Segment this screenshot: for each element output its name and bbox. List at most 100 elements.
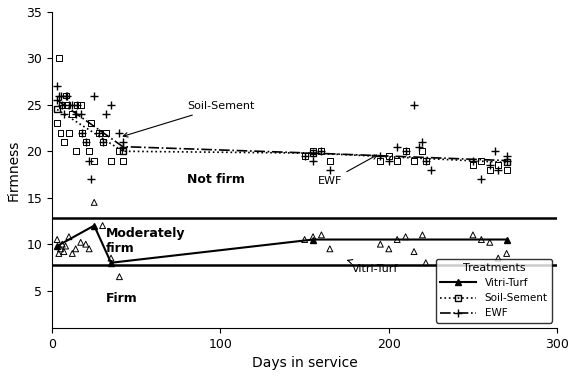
Point bbox=[52, 120, 62, 126]
Point bbox=[101, 111, 111, 117]
Point bbox=[118, 158, 127, 164]
Text: Not firm: Not firm bbox=[187, 173, 245, 185]
Point bbox=[418, 139, 427, 145]
Point bbox=[376, 153, 385, 159]
Point bbox=[317, 232, 326, 238]
Point bbox=[325, 158, 335, 164]
Point bbox=[317, 148, 326, 154]
Point bbox=[410, 158, 419, 164]
Point bbox=[384, 158, 393, 164]
Point bbox=[73, 102, 82, 108]
Point bbox=[485, 239, 494, 245]
Point bbox=[56, 92, 65, 98]
Point bbox=[73, 102, 82, 108]
Point bbox=[421, 260, 430, 266]
Legend: Vitri-Turf, Soil-Sement, EWF: Vitri-Turf, Soil-Sement, EWF bbox=[436, 259, 552, 323]
Point bbox=[56, 246, 65, 252]
Point bbox=[490, 148, 499, 154]
Text: EWF: EWF bbox=[318, 155, 377, 186]
Point bbox=[54, 92, 63, 98]
Point bbox=[90, 158, 99, 164]
Point bbox=[65, 234, 74, 240]
Point bbox=[468, 232, 478, 238]
Point bbox=[300, 153, 309, 159]
Point bbox=[376, 241, 385, 247]
Point bbox=[325, 246, 335, 252]
Point bbox=[401, 234, 410, 240]
Point bbox=[52, 236, 62, 242]
Point bbox=[71, 111, 80, 117]
Point bbox=[86, 120, 96, 126]
Point bbox=[502, 167, 511, 173]
Point bbox=[71, 246, 80, 252]
Point bbox=[415, 144, 424, 150]
Point bbox=[107, 255, 116, 261]
Point bbox=[115, 148, 124, 154]
Point bbox=[308, 158, 317, 164]
Point bbox=[98, 139, 107, 145]
Point bbox=[85, 148, 94, 154]
Point bbox=[107, 102, 116, 108]
Point bbox=[494, 255, 503, 261]
Point bbox=[384, 246, 393, 252]
Point bbox=[308, 234, 317, 240]
Point bbox=[393, 144, 402, 150]
Point bbox=[86, 176, 96, 182]
Point bbox=[76, 111, 85, 117]
Point bbox=[90, 199, 99, 205]
Point bbox=[58, 102, 67, 108]
Point bbox=[494, 167, 503, 173]
Point bbox=[54, 250, 63, 256]
Point bbox=[308, 148, 317, 154]
Point bbox=[59, 139, 69, 145]
Point bbox=[52, 83, 62, 89]
Point bbox=[61, 243, 70, 249]
Point bbox=[477, 176, 486, 182]
Point bbox=[317, 148, 326, 154]
Point bbox=[59, 111, 69, 117]
Point bbox=[101, 130, 111, 136]
Point bbox=[325, 167, 335, 173]
Point bbox=[401, 148, 410, 154]
Point bbox=[421, 158, 430, 164]
Point bbox=[81, 139, 90, 145]
Point bbox=[65, 130, 74, 136]
Point bbox=[468, 162, 478, 168]
Point bbox=[115, 274, 124, 280]
Point bbox=[421, 158, 430, 164]
Point bbox=[418, 232, 427, 238]
Text: Moderately
firm: Moderately firm bbox=[106, 227, 185, 255]
Point bbox=[81, 139, 90, 145]
Point bbox=[393, 236, 402, 242]
Point bbox=[68, 250, 77, 256]
Point bbox=[63, 92, 72, 98]
Text: Vitri-Turf: Vitri-Turf bbox=[348, 260, 398, 274]
Point bbox=[384, 153, 393, 159]
Point bbox=[61, 92, 70, 98]
Point bbox=[68, 102, 77, 108]
Point bbox=[485, 167, 494, 173]
Point bbox=[118, 139, 127, 145]
Point bbox=[300, 236, 309, 242]
Point bbox=[94, 130, 104, 136]
Point bbox=[502, 153, 511, 159]
Y-axis label: Firmness: Firmness bbox=[7, 139, 21, 201]
Point bbox=[418, 148, 427, 154]
Point bbox=[502, 250, 511, 256]
Point bbox=[76, 102, 85, 108]
Point bbox=[376, 158, 385, 164]
Point bbox=[300, 153, 309, 159]
Point bbox=[78, 130, 87, 136]
Point bbox=[410, 248, 419, 254]
Point bbox=[61, 92, 70, 98]
Point bbox=[115, 130, 124, 136]
Point bbox=[85, 246, 94, 252]
Point bbox=[90, 92, 99, 98]
Point bbox=[76, 239, 85, 245]
Point bbox=[81, 241, 90, 247]
Text: Firm: Firm bbox=[106, 291, 138, 305]
X-axis label: Days in service: Days in service bbox=[252, 356, 358, 370]
Point bbox=[56, 130, 65, 136]
Point bbox=[68, 111, 77, 117]
Point bbox=[494, 162, 503, 168]
